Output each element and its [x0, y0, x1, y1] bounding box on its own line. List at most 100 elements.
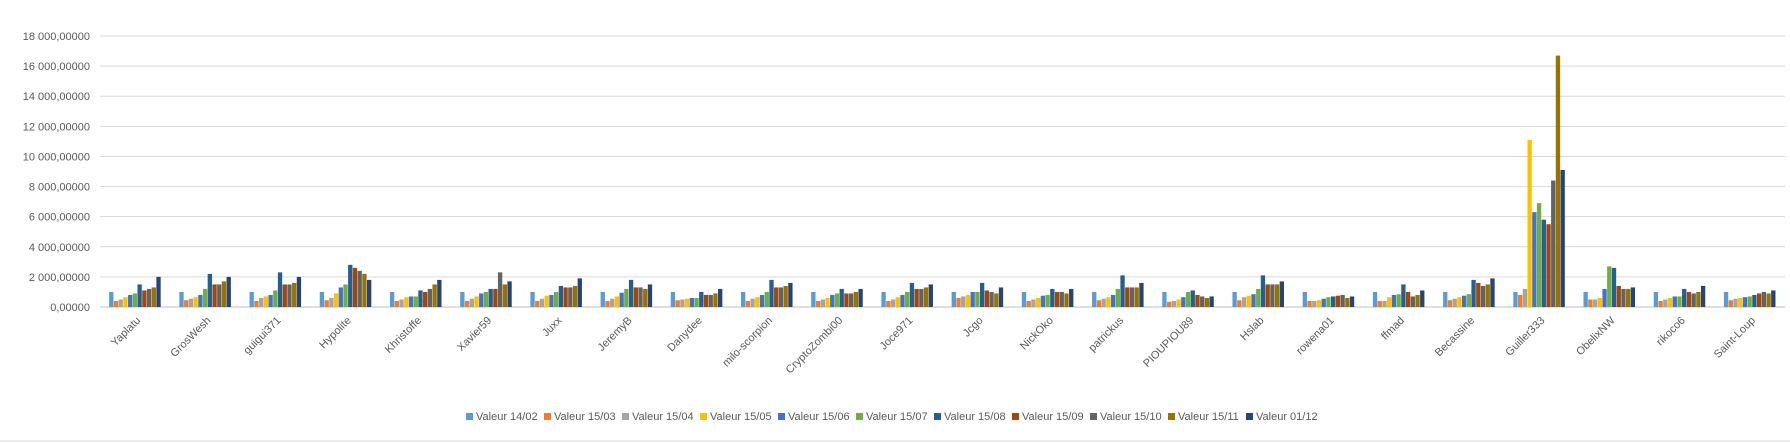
bar — [1101, 298, 1106, 307]
bar — [1626, 288, 1631, 307]
bar — [1686, 291, 1692, 307]
y-tick-label: 18 000,00000 — [23, 31, 90, 43]
legend-label: Valeur 14/02 — [476, 411, 538, 423]
bar — [1588, 299, 1593, 307]
bar — [1677, 296, 1682, 307]
bar — [1200, 296, 1205, 307]
bar — [432, 284, 437, 307]
bar — [1026, 300, 1031, 307]
bar — [1256, 288, 1261, 307]
bar — [1069, 288, 1074, 307]
bar — [1040, 295, 1046, 307]
bar — [1241, 297, 1247, 307]
bar — [1607, 266, 1612, 307]
bar — [830, 294, 835, 307]
bar — [1415, 294, 1420, 307]
bar — [1185, 291, 1191, 307]
bar — [1209, 296, 1214, 307]
legend-swatch — [1168, 413, 1175, 420]
bar — [460, 291, 465, 307]
bar — [544, 295, 549, 307]
bar — [151, 287, 156, 307]
bar — [184, 300, 189, 307]
y-tick-label: 8 000,00000 — [29, 182, 90, 194]
bar — [713, 293, 718, 307]
bar — [352, 267, 358, 307]
bar — [1663, 299, 1668, 307]
bar — [638, 287, 643, 307]
bar — [1031, 299, 1036, 307]
legend-label: Valeur 15/10 — [1100, 411, 1162, 423]
bar — [1682, 288, 1687, 307]
bar — [1120, 275, 1125, 307]
bar — [1513, 291, 1518, 307]
bar — [437, 279, 442, 307]
bar — [600, 291, 605, 307]
bar — [1546, 224, 1551, 307]
bar — [1485, 284, 1490, 307]
bar — [1302, 291, 1307, 307]
bar — [137, 284, 142, 307]
bar — [769, 279, 774, 307]
bar — [1518, 294, 1523, 307]
bar — [329, 297, 334, 307]
bar — [132, 293, 138, 307]
legend-swatch — [1090, 413, 1097, 420]
bar — [703, 294, 709, 307]
bar — [404, 297, 409, 307]
bar — [1246, 295, 1251, 307]
bar — [212, 284, 217, 307]
bar — [1667, 297, 1673, 307]
bar — [254, 300, 259, 307]
bar — [483, 291, 489, 307]
bar — [1307, 300, 1312, 307]
bar — [970, 291, 975, 307]
bar — [493, 288, 498, 307]
bars — [109, 55, 1776, 307]
bar — [1110, 294, 1116, 307]
bar — [469, 298, 474, 307]
bar — [647, 284, 653, 307]
bar — [488, 288, 493, 307]
bar — [1115, 288, 1120, 307]
bar — [1597, 297, 1602, 307]
bar — [1345, 297, 1350, 307]
bar — [811, 291, 816, 307]
bar — [1021, 291, 1027, 307]
bar — [535, 300, 540, 307]
x-tick-label: GrosWesh — [168, 315, 213, 360]
bar — [684, 298, 690, 307]
bar — [156, 276, 161, 307]
bar — [258, 297, 264, 307]
bar — [479, 293, 484, 307]
bar — [1265, 284, 1270, 307]
bar — [1382, 300, 1387, 307]
bar — [179, 291, 184, 307]
bar — [633, 287, 638, 307]
bar — [1696, 291, 1701, 307]
bar — [1237, 300, 1242, 307]
bar — [844, 293, 849, 307]
bar — [1270, 284, 1275, 307]
bar — [464, 300, 470, 307]
x-tick-label: Danydee — [665, 315, 705, 355]
bar — [1611, 267, 1617, 307]
bar — [1653, 291, 1659, 307]
bar — [989, 291, 994, 307]
x-tick-label: Juxx — [540, 314, 565, 339]
bar — [1387, 297, 1392, 307]
x-tick-label: Jcgo — [961, 315, 986, 340]
x-tick-label: Xavier59 — [455, 315, 494, 354]
bar — [1166, 301, 1172, 307]
bar — [221, 281, 227, 307]
y-tick-label: 6 000,00000 — [29, 212, 90, 224]
bar — [1321, 298, 1326, 307]
bar — [277, 272, 283, 307]
bar — [815, 300, 821, 307]
bar — [979, 282, 985, 307]
bar — [1396, 294, 1401, 307]
bar — [755, 297, 760, 307]
x-tick-label: ObelixNW — [1574, 314, 1618, 358]
bar — [1480, 285, 1486, 307]
bar — [577, 278, 582, 307]
